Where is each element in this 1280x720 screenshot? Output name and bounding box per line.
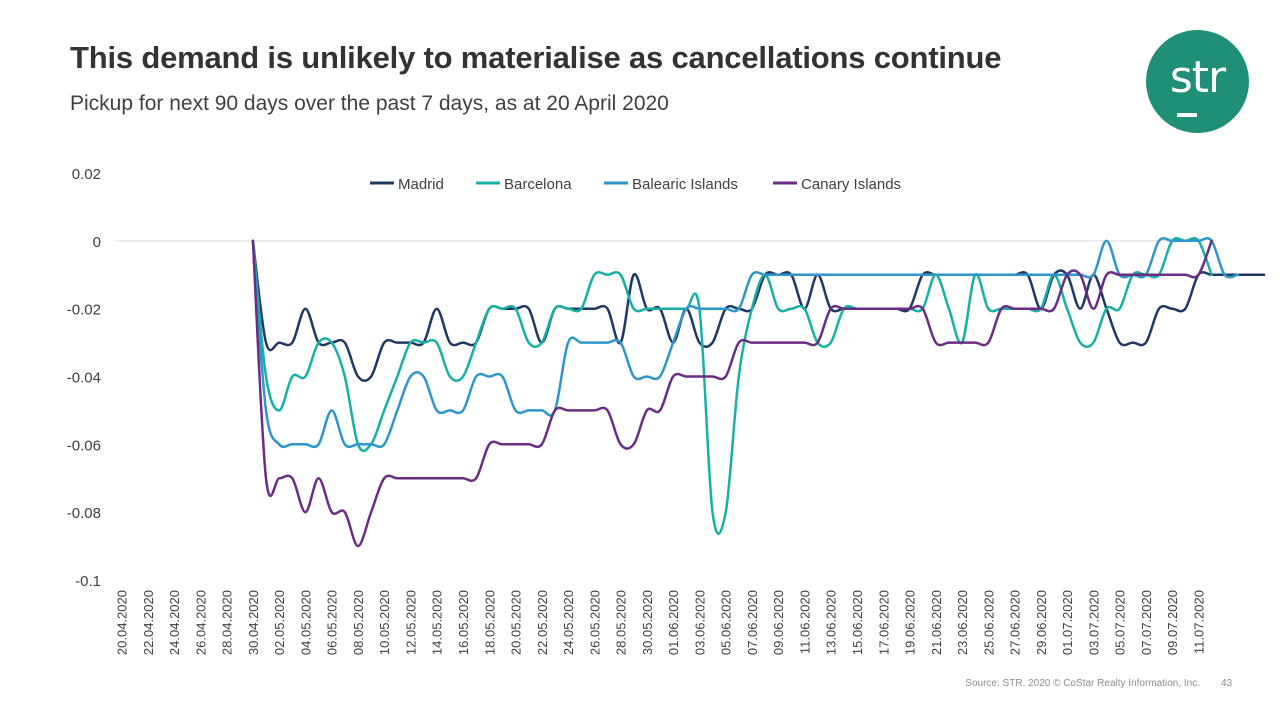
y-tick-label: 0.02 bbox=[72, 166, 101, 183]
x-tick-label: 24.04.2020 bbox=[167, 590, 182, 655]
x-tick-label: 30.04.2020 bbox=[246, 590, 261, 655]
y-tick-label: -0.1 bbox=[75, 573, 101, 590]
x-tick-label: 07.06.2020 bbox=[745, 590, 760, 655]
legend-label: Balearic Islands bbox=[632, 176, 738, 193]
logo-text: str bbox=[1169, 52, 1226, 103]
x-tick-label: 17.06.2020 bbox=[876, 590, 891, 655]
y-tick-label: -0.06 bbox=[67, 437, 101, 454]
x-tick-label: 19.06.2020 bbox=[903, 590, 918, 655]
x-tick-label: 27.06.2020 bbox=[1008, 590, 1023, 655]
x-tick-label: 03.07.2020 bbox=[1086, 590, 1101, 655]
legend-label: Madrid bbox=[398, 176, 444, 193]
x-tick-label: 16.05.2020 bbox=[456, 590, 471, 655]
source-note: Source: STR. 2020 © CoStar Realty Inform… bbox=[965, 678, 1200, 689]
x-tick-label: 25.06.2020 bbox=[981, 590, 996, 655]
x-tick-label: 24.05.2020 bbox=[561, 590, 576, 655]
chart-legend: Madrid Barcelona Balearic Islands Canary Is… bbox=[370, 176, 901, 193]
y-tick-label: -0.08 bbox=[67, 505, 101, 522]
x-tick-label: 18.05.2020 bbox=[482, 590, 497, 655]
x-tick-label: 23.06.2020 bbox=[955, 590, 970, 655]
x-tick-label: 21.06.2020 bbox=[929, 590, 944, 655]
x-tick-label: 13.06.2020 bbox=[824, 590, 839, 655]
x-axis: 20.04.2020 22.04.2020 24.04.2020 26.04.2020… bbox=[115, 590, 1207, 655]
y-tick-label: -0.02 bbox=[67, 302, 101, 319]
x-tick-label: 28.05.2020 bbox=[614, 590, 629, 655]
x-tick-label: 08.05.2020 bbox=[351, 590, 366, 655]
x-tick-label: 20.05.2020 bbox=[509, 590, 524, 655]
x-tick-label: 26.05.2020 bbox=[587, 590, 602, 655]
x-tick-label: 06.05.2020 bbox=[325, 590, 340, 655]
x-tick-label: 11.07.2020 bbox=[1191, 590, 1206, 654]
x-tick-label: 07.07.2020 bbox=[1139, 590, 1154, 655]
series-line-canary-islands bbox=[251, 239, 1213, 548]
x-tick-label: 03.06.2020 bbox=[692, 590, 707, 655]
series-line-madrid bbox=[251, 239, 1266, 383]
series-line-barcelona bbox=[251, 237, 1213, 535]
x-tick-label: 15.06.2020 bbox=[850, 590, 865, 655]
x-tick-label: 14.05.2020 bbox=[430, 590, 445, 655]
page-number: 43 bbox=[1221, 678, 1233, 689]
y-tick-label: 0 bbox=[93, 234, 101, 251]
x-tick-label: 09.07.2020 bbox=[1165, 590, 1180, 655]
legend-label: Canary Islands bbox=[801, 176, 901, 193]
series-lines bbox=[251, 237, 1266, 548]
x-tick-label: 04.05.2020 bbox=[298, 590, 313, 655]
x-tick-label: 20.04.2020 bbox=[115, 590, 130, 655]
x-tick-label: 26.04.2020 bbox=[193, 590, 208, 655]
logo-underline bbox=[1177, 113, 1197, 117]
x-tick-label: 28.04.2020 bbox=[220, 590, 235, 655]
x-tick-label: 12.05.2020 bbox=[403, 590, 418, 655]
y-tick-label: -0.04 bbox=[67, 370, 101, 387]
x-tick-label: 02.05.2020 bbox=[272, 590, 287, 655]
x-tick-label: 29.06.2020 bbox=[1034, 590, 1049, 655]
legend-label: Barcelona bbox=[504, 176, 572, 193]
str-logo: str bbox=[1146, 30, 1249, 133]
x-tick-label: 01.06.2020 bbox=[666, 590, 681, 655]
y-axis: 0.02 0 -0.02 -0.04 -0.06 -0.08 -0.1 bbox=[67, 166, 101, 590]
x-tick-label: 11.06.2020 bbox=[797, 590, 812, 654]
x-tick-label: 05.07.2020 bbox=[1113, 590, 1128, 655]
x-tick-label: 09.06.2020 bbox=[771, 590, 786, 655]
slide-title: This demand is unlikely to materialise a… bbox=[70, 40, 1002, 75]
x-tick-label: 22.05.2020 bbox=[535, 590, 550, 655]
x-tick-label: 01.07.2020 bbox=[1060, 590, 1075, 655]
x-tick-label: 05.06.2020 bbox=[719, 590, 734, 655]
x-tick-label: 30.05.2020 bbox=[640, 590, 655, 655]
slide-subtitle: Pickup for next 90 days over the past 7 … bbox=[70, 92, 669, 115]
series-line-balearic-islands bbox=[251, 237, 1240, 449]
x-tick-label: 10.05.2020 bbox=[377, 590, 392, 655]
x-tick-label: 22.04.2020 bbox=[141, 590, 156, 655]
